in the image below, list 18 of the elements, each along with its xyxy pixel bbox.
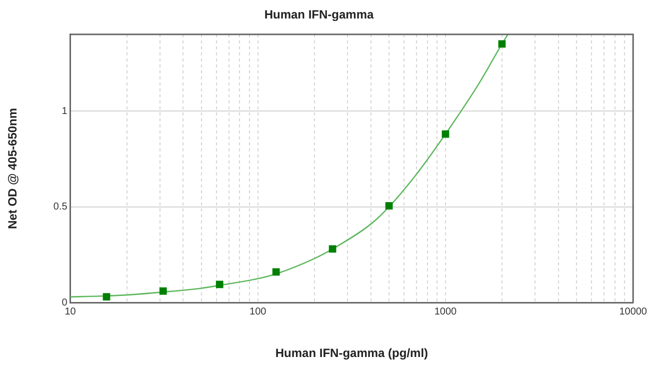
- x-tick-label: 1000: [434, 306, 458, 318]
- y-axis-title: Net OD @ 405-650nm: [6, 108, 20, 230]
- point: [272, 268, 280, 276]
- point: [442, 130, 450, 138]
- point: [159, 287, 167, 295]
- y-tick-label: 0.5: [53, 202, 68, 213]
- point: [102, 293, 110, 301]
- x-axis-title: Human IFN-gamma (pg/ml): [275, 346, 428, 360]
- x-tick-label: 10: [64, 306, 76, 318]
- point: [216, 280, 224, 288]
- x-tick-label: 10000: [619, 306, 648, 318]
- point: [328, 245, 336, 253]
- point: [385, 202, 393, 210]
- point: [498, 40, 506, 48]
- y-tick-label: 1: [62, 106, 68, 117]
- x-tick-label: 100: [250, 306, 267, 318]
- chart-title: Human IFN-gamma: [264, 8, 374, 22]
- y-tick-label: 0: [62, 297, 68, 308]
